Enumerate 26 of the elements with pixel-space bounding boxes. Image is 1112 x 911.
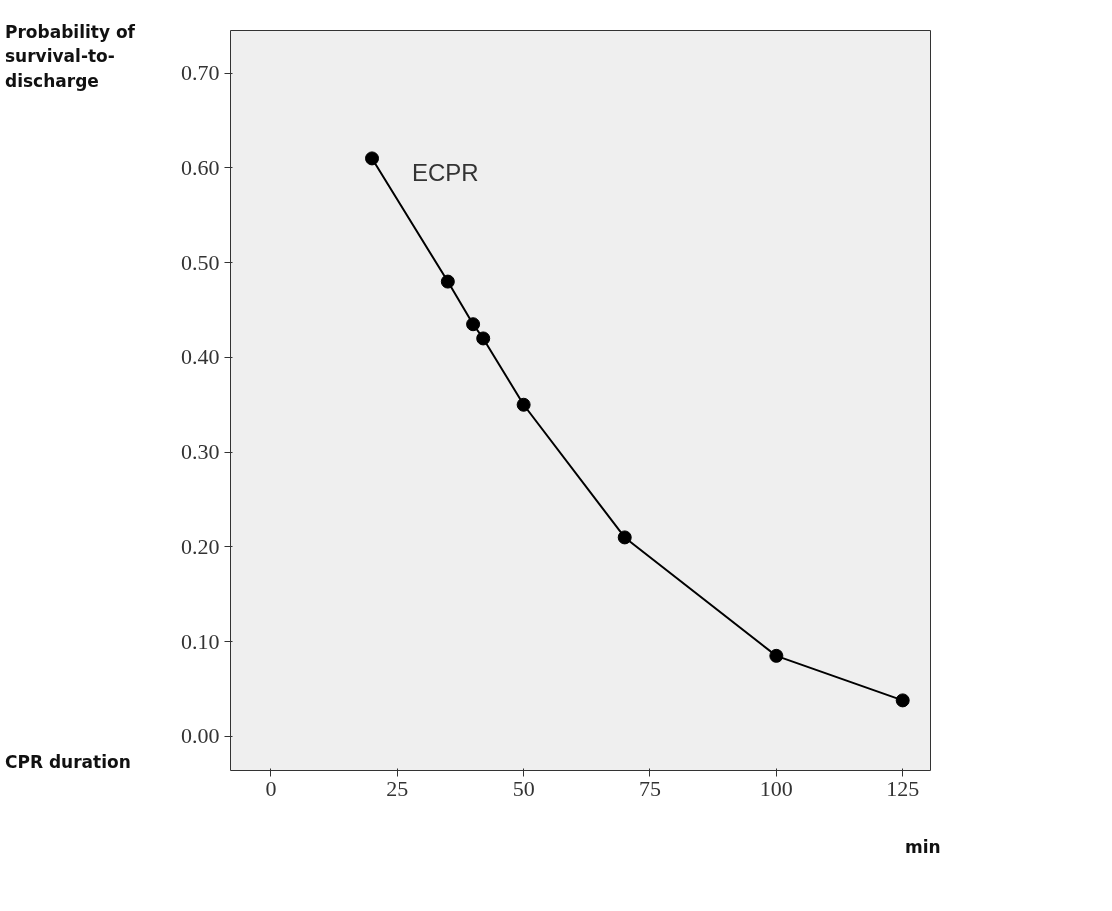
- point: [895, 693, 910, 708]
- x-tick-label: 125: [886, 775, 920, 801]
- text: min: [905, 836, 941, 859]
- y-tick-label: 0.00: [181, 723, 220, 749]
- x-tick-label: 0: [265, 775, 277, 801]
- x-tick-label: 50: [512, 775, 535, 801]
- y-tick-label: 0.40: [181, 344, 220, 370]
- y-tick-label: 0.60: [181, 154, 220, 180]
- y-tick-label: 0.20: [181, 533, 220, 559]
- y-tick-label: 0.50: [181, 249, 220, 275]
- x-axis-title: CPR duration: [5, 751, 131, 774]
- y-tick-label: 0.10: [181, 628, 220, 654]
- point: [476, 331, 491, 346]
- point: [516, 397, 531, 412]
- point: [440, 274, 455, 289]
- point: [365, 151, 380, 166]
- y-tick-label: 0.70: [181, 60, 220, 86]
- point: [769, 648, 784, 663]
- point: [466, 317, 481, 332]
- x-tick-label: 100: [759, 775, 793, 801]
- point: [617, 530, 632, 545]
- x-tick-label: 25: [386, 775, 409, 801]
- x-tick-label: 75: [638, 775, 661, 801]
- y-tick-label: 0.30: [181, 439, 220, 465]
- series-label: ECPR: [412, 159, 479, 187]
- y-axis-title: Probability of survival-to-discharge: [5, 21, 136, 93]
